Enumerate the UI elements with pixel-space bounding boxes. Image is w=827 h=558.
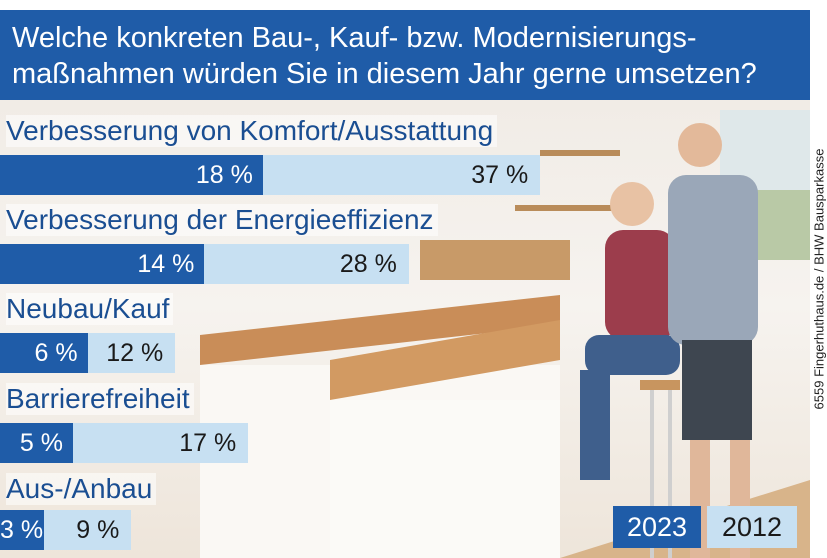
category-label: Aus-/Anbau bbox=[6, 473, 157, 505]
photo-credit: 6559 Fingerhuthaus.de / BHW Bausparkasse bbox=[810, 0, 827, 558]
data-label-2012: 37 % bbox=[471, 161, 529, 189]
category-label: Neubau/Kauf bbox=[6, 293, 174, 325]
category-label: Verbesserung der Energieeffizienz bbox=[6, 204, 438, 236]
data-label-2012: 17 % bbox=[179, 429, 237, 457]
data-label-2012: 28 % bbox=[339, 250, 397, 278]
bar-2023 bbox=[0, 244, 205, 284]
category-label: Barrierefreiheit bbox=[6, 383, 194, 415]
bar-2023 bbox=[0, 155, 263, 195]
bar-2023 bbox=[0, 423, 73, 463]
data-label-2023: 5 % bbox=[19, 429, 63, 457]
category-label: Verbesserung von Komfort/Ausstattung bbox=[6, 115, 498, 147]
chart-title: Welche konkreten Bau-, Kauf- bzw. Modern… bbox=[0, 10, 810, 100]
bar-2023 bbox=[0, 510, 44, 550]
photo-credit-text: 6559 Fingerhuthaus.de / BHW Bausparkasse bbox=[811, 148, 826, 410]
data-label-2012: 9 % bbox=[76, 516, 120, 544]
legend-2023: 2023 bbox=[613, 506, 701, 548]
chart-title-line-2: maßnahmen würden Sie in diesem Jahr gern… bbox=[12, 58, 757, 90]
chart-title-line-1: Welche konkreten Bau-, Kauf- bzw. Modern… bbox=[12, 22, 697, 54]
data-label-2012: 12 % bbox=[106, 339, 164, 367]
legend-2012: 2012 bbox=[707, 506, 797, 548]
data-label-2023: 14 % bbox=[137, 250, 195, 278]
data-label-2023: 18 % bbox=[195, 161, 253, 189]
bar-2023 bbox=[0, 333, 88, 373]
data-label-2023: 6 % bbox=[34, 339, 78, 367]
